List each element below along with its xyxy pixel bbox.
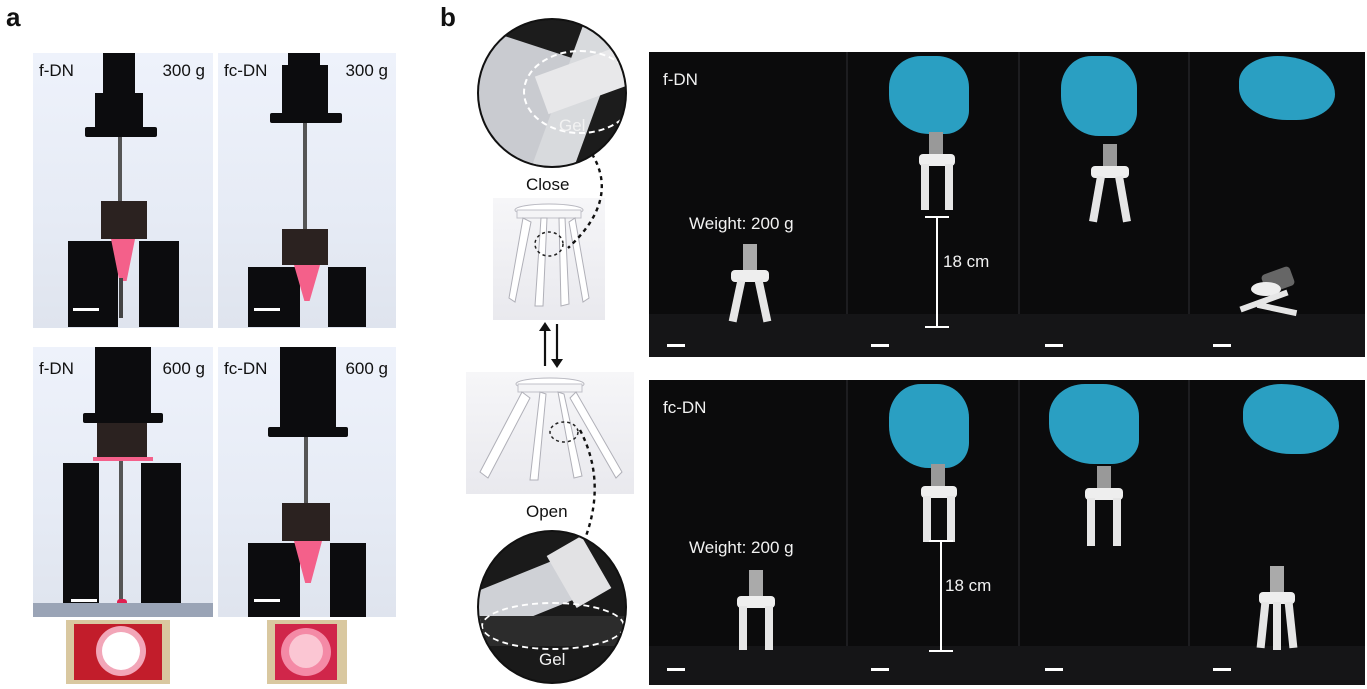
scale-bar [1213, 668, 1231, 671]
height-marker [929, 540, 953, 652]
height-label: 18 cm [945, 576, 992, 595]
scale-bar [73, 308, 99, 311]
photo-fdn-300g: f-DN 300 g [33, 53, 213, 328]
panel-a-letter: a [6, 2, 21, 32]
sample-label: fc-DN [224, 359, 268, 378]
scale-bar [71, 599, 97, 602]
load-label: 300 g [162, 61, 205, 80]
glove-hand [889, 56, 969, 134]
drop-row-fdn: f-DN Weight: 200 g 18 cm [649, 52, 1365, 357]
open-label: Open [526, 502, 568, 521]
open-close-arrows [536, 322, 566, 368]
gel-closeup-open: Gel [477, 530, 627, 684]
scale-bar [254, 308, 280, 311]
sample-label: fc-DN [663, 398, 707, 417]
sample-label: fc-DN [224, 61, 268, 80]
close-label: Close [526, 175, 570, 194]
photo-fcdn-300g: fc-DN 300 g [218, 53, 396, 328]
fallen-gripper [1237, 265, 1307, 322]
gripper [731, 570, 781, 654]
load-label: 600 g [345, 359, 388, 378]
load-label: 300 g [345, 61, 388, 80]
weight-label: Weight: 200 g [689, 538, 794, 557]
gripper [725, 244, 775, 326]
scale-bar [667, 344, 685, 347]
scale-bar [1213, 344, 1231, 347]
glove-hand [1239, 56, 1335, 120]
glove-hand [1049, 384, 1139, 464]
scale-bar [871, 668, 889, 671]
weight-label: Weight: 200 g [689, 214, 794, 233]
gripper [1087, 144, 1133, 226]
scale-bar [1045, 668, 1063, 671]
gel-film-fdn [66, 620, 170, 684]
scale-bar [667, 668, 685, 671]
gripper [915, 464, 963, 546]
height-marker [925, 216, 949, 328]
gripper [1081, 466, 1127, 550]
sample-label: f-DN [39, 61, 74, 80]
scale-bar [254, 599, 280, 602]
scale-bar [871, 344, 889, 347]
gripper [1253, 566, 1301, 652]
photo-fcdn-600g: fc-DN 600 g [218, 347, 396, 617]
gel-label: Gel [559, 116, 586, 135]
gel-film-fcdn [267, 620, 347, 684]
sample-label: f-DN [663, 70, 698, 89]
sample-label: f-DN [39, 359, 74, 378]
photo-fdn-600g: f-DN 600 g [33, 347, 213, 617]
glove-hand [1061, 56, 1137, 136]
glove-hand [889, 384, 969, 468]
gripper-render-open [466, 372, 634, 494]
glove-hand [1243, 384, 1339, 454]
load-label: 600 g [162, 359, 205, 378]
scale-bar [1045, 344, 1063, 347]
panel-b-letter: b [440, 2, 456, 32]
height-label: 18 cm [943, 252, 990, 271]
drop-row-fcdn: fc-DN Weight: 200 g 18 cm [649, 380, 1365, 685]
gripper [913, 132, 961, 214]
gripper-render-closed [493, 198, 605, 320]
gel-closeup-closed: Gel [477, 18, 627, 168]
dashed-connectors [567, 153, 603, 537]
gel-label: Gel [539, 650, 566, 669]
